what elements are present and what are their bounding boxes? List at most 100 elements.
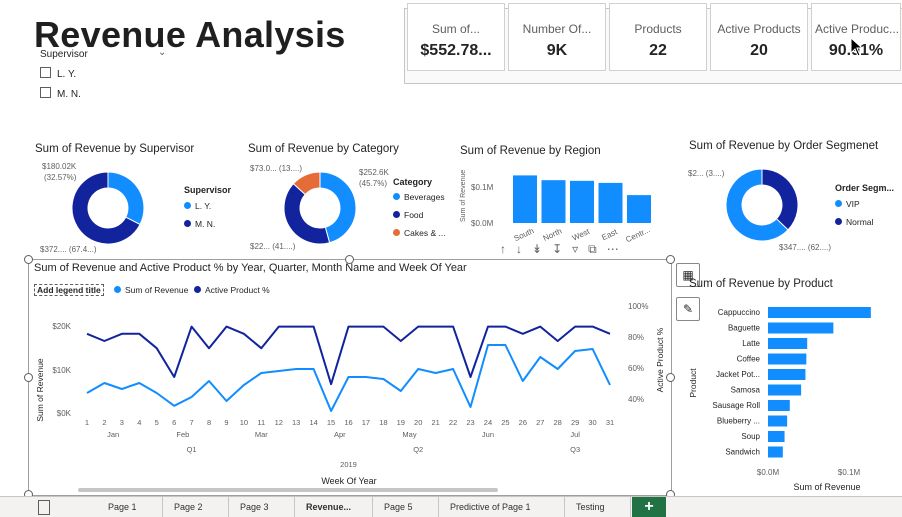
donut-chart-segment[interactable]: $2... (3....) $347.... (62....) xyxy=(686,160,836,255)
x-tick-label: $0.0M xyxy=(757,468,780,477)
data-label: $2... (3....) xyxy=(688,169,725,178)
kpi-card-sum-revenue[interactable]: Sum of... $552.78... xyxy=(407,3,505,71)
slicer-option-mn[interactable]: M. N. xyxy=(40,87,81,100)
donut-slice-beverages[interactable] xyxy=(319,171,357,244)
x-tick-label: 28 xyxy=(554,418,562,427)
legend-dot xyxy=(835,200,842,207)
x-tick-label: 6 xyxy=(172,418,176,427)
kpi-card-products[interactable]: Products 22 xyxy=(609,3,707,71)
y-axis-title-left: Sum of Revenue xyxy=(35,358,45,422)
bar-region[interactable] xyxy=(570,180,594,223)
drill-up-icon[interactable]: ↑ xyxy=(500,242,516,256)
donut-chart-category[interactable]: $73.0... (13....) $252.6K (45.7%) $22...… xyxy=(248,160,393,255)
x-tick-label: Centr... xyxy=(624,225,651,242)
line-revenue[interactable] xyxy=(86,344,611,412)
focus-mode-icon[interactable]: ⧉ xyxy=(588,242,607,256)
y-tick-label: $0.0M xyxy=(471,219,494,228)
bar-product[interactable] xyxy=(768,322,834,334)
legend-item[interactable]: Active Product % xyxy=(194,285,270,295)
legend-title-input[interactable]: Add legend title xyxy=(34,284,104,296)
chart-title-supervisor: Sum of Revenue by Supervisor xyxy=(35,143,195,155)
line-active-product-pct[interactable] xyxy=(86,325,611,386)
chevron-down-icon[interactable]: ⌄ xyxy=(158,47,167,58)
drill-down-icon[interactable]: ↓ xyxy=(516,242,532,256)
bar-product[interactable] xyxy=(768,431,785,442)
horizontal-scrollbar[interactable] xyxy=(78,488,498,492)
more-options-icon[interactable]: ⋯ xyxy=(606,242,629,256)
y2-tick-label: 60% xyxy=(628,364,644,373)
resize-handle[interactable] xyxy=(24,255,33,264)
donut-slice-cakes[interactable] xyxy=(292,171,321,196)
legend-dot xyxy=(194,286,201,293)
legend-item[interactable]: M. N. xyxy=(184,219,215,229)
quarter-label: Q2 xyxy=(413,445,423,454)
x-tick-label: 23 xyxy=(466,418,474,427)
resize-handle[interactable] xyxy=(345,255,354,264)
y-tick-label: Coffee xyxy=(737,355,761,364)
resize-handle[interactable] xyxy=(24,373,33,382)
bar-product[interactable] xyxy=(768,307,871,318)
bar-product[interactable] xyxy=(768,446,783,458)
x-tick-label: 13 xyxy=(292,418,300,427)
slicer-option-ly[interactable]: L. Y. xyxy=(40,67,76,80)
bar-product[interactable] xyxy=(768,400,790,411)
resize-handle[interactable] xyxy=(666,373,675,382)
bar-product[interactable] xyxy=(768,384,802,396)
expand-down-icon[interactable]: ↡ xyxy=(532,242,553,256)
kpi-card-active-products[interactable]: Active Products 20 xyxy=(710,3,808,71)
filter-icon[interactable]: ▿ xyxy=(572,242,589,256)
kpi-card-active-pct[interactable]: Active Produc... 90.91% xyxy=(811,3,901,71)
bar-chart-region[interactable]: Sum of Revenue $0.1M $0.0M South North Wes… xyxy=(455,162,675,242)
x-axis-title: Sum of Revenue xyxy=(793,482,860,492)
donut-chart-supervisor[interactable]: $180.02K (32.57%) $372.... (67.4...) xyxy=(30,160,280,255)
donut-slice-ly[interactable] xyxy=(107,171,145,226)
legend-item[interactable]: VIP xyxy=(835,199,860,209)
tab-page-5[interactable]: Page 5 xyxy=(374,497,439,517)
data-label: (32.57%) xyxy=(44,173,77,182)
bar-product[interactable] xyxy=(768,369,806,380)
x-tick-label: 8 xyxy=(207,418,211,427)
bar-region[interactable] xyxy=(513,175,537,223)
chart-title-category: Sum of Revenue by Category xyxy=(248,143,399,155)
bar-product[interactable] xyxy=(768,415,788,427)
donut-slice-mn[interactable] xyxy=(71,171,141,245)
bar-product[interactable] xyxy=(768,338,808,349)
legend-dot xyxy=(393,229,400,236)
tab-page-2[interactable]: Page 2 xyxy=(164,497,229,517)
page-nav-icon[interactable] xyxy=(38,500,50,515)
bar-region[interactable] xyxy=(541,180,566,223)
x-tick-label: 31 xyxy=(606,418,614,427)
legend-item[interactable]: Beverages xyxy=(393,192,445,202)
x-tick-label: 21 xyxy=(431,418,439,427)
legend-item[interactable]: Cakes & ... xyxy=(393,228,446,238)
bar-chart-product[interactable]: Product Cappuccino Baguette Latte Coffee Jac… xyxy=(686,295,898,495)
kpi-label: Active Produc... xyxy=(815,22,900,36)
add-page-button[interactable]: + xyxy=(632,497,666,517)
tab-page-3[interactable]: Page 3 xyxy=(230,497,295,517)
line-chart-plot[interactable]: Sum of Revenue Active Product % $20K $10… xyxy=(29,295,669,493)
bar-region[interactable] xyxy=(598,182,623,223)
donut-slice-food[interactable] xyxy=(283,182,331,245)
expand-all-icon[interactable]: ↧ xyxy=(552,242,573,256)
resize-handle[interactable] xyxy=(666,255,675,264)
format-visual-icon[interactable]: ▦ xyxy=(676,263,700,287)
legend-item[interactable]: Food xyxy=(393,210,423,220)
kpi-label: Sum of... xyxy=(431,22,481,36)
tab-page-1[interactable]: Page 1 xyxy=(98,497,163,517)
legend-dot xyxy=(184,202,191,209)
kpi-card-orders[interactable]: Number Of... 9K xyxy=(508,3,606,71)
kpi-value: 9K xyxy=(546,42,568,59)
legend-item[interactable]: Sum of Revenue xyxy=(114,285,188,295)
donut-slice-vip[interactable] xyxy=(761,168,799,231)
tab-revenue[interactable]: Revenue... xyxy=(296,497,373,517)
tab-predictive[interactable]: Predictive of Page 1 xyxy=(440,497,565,517)
legend-item[interactable]: L. Y. xyxy=(184,201,211,211)
bar-region[interactable] xyxy=(627,195,651,223)
donut-slice-normal[interactable] xyxy=(725,168,789,242)
analytics-pen-icon[interactable]: ✎ xyxy=(676,297,700,321)
y2-tick-label: 100% xyxy=(628,302,648,311)
bar-product[interactable] xyxy=(768,353,807,365)
tab-testing[interactable]: Testing xyxy=(566,497,631,517)
month-label: May xyxy=(402,430,416,439)
legend-item[interactable]: Normal xyxy=(835,217,873,227)
